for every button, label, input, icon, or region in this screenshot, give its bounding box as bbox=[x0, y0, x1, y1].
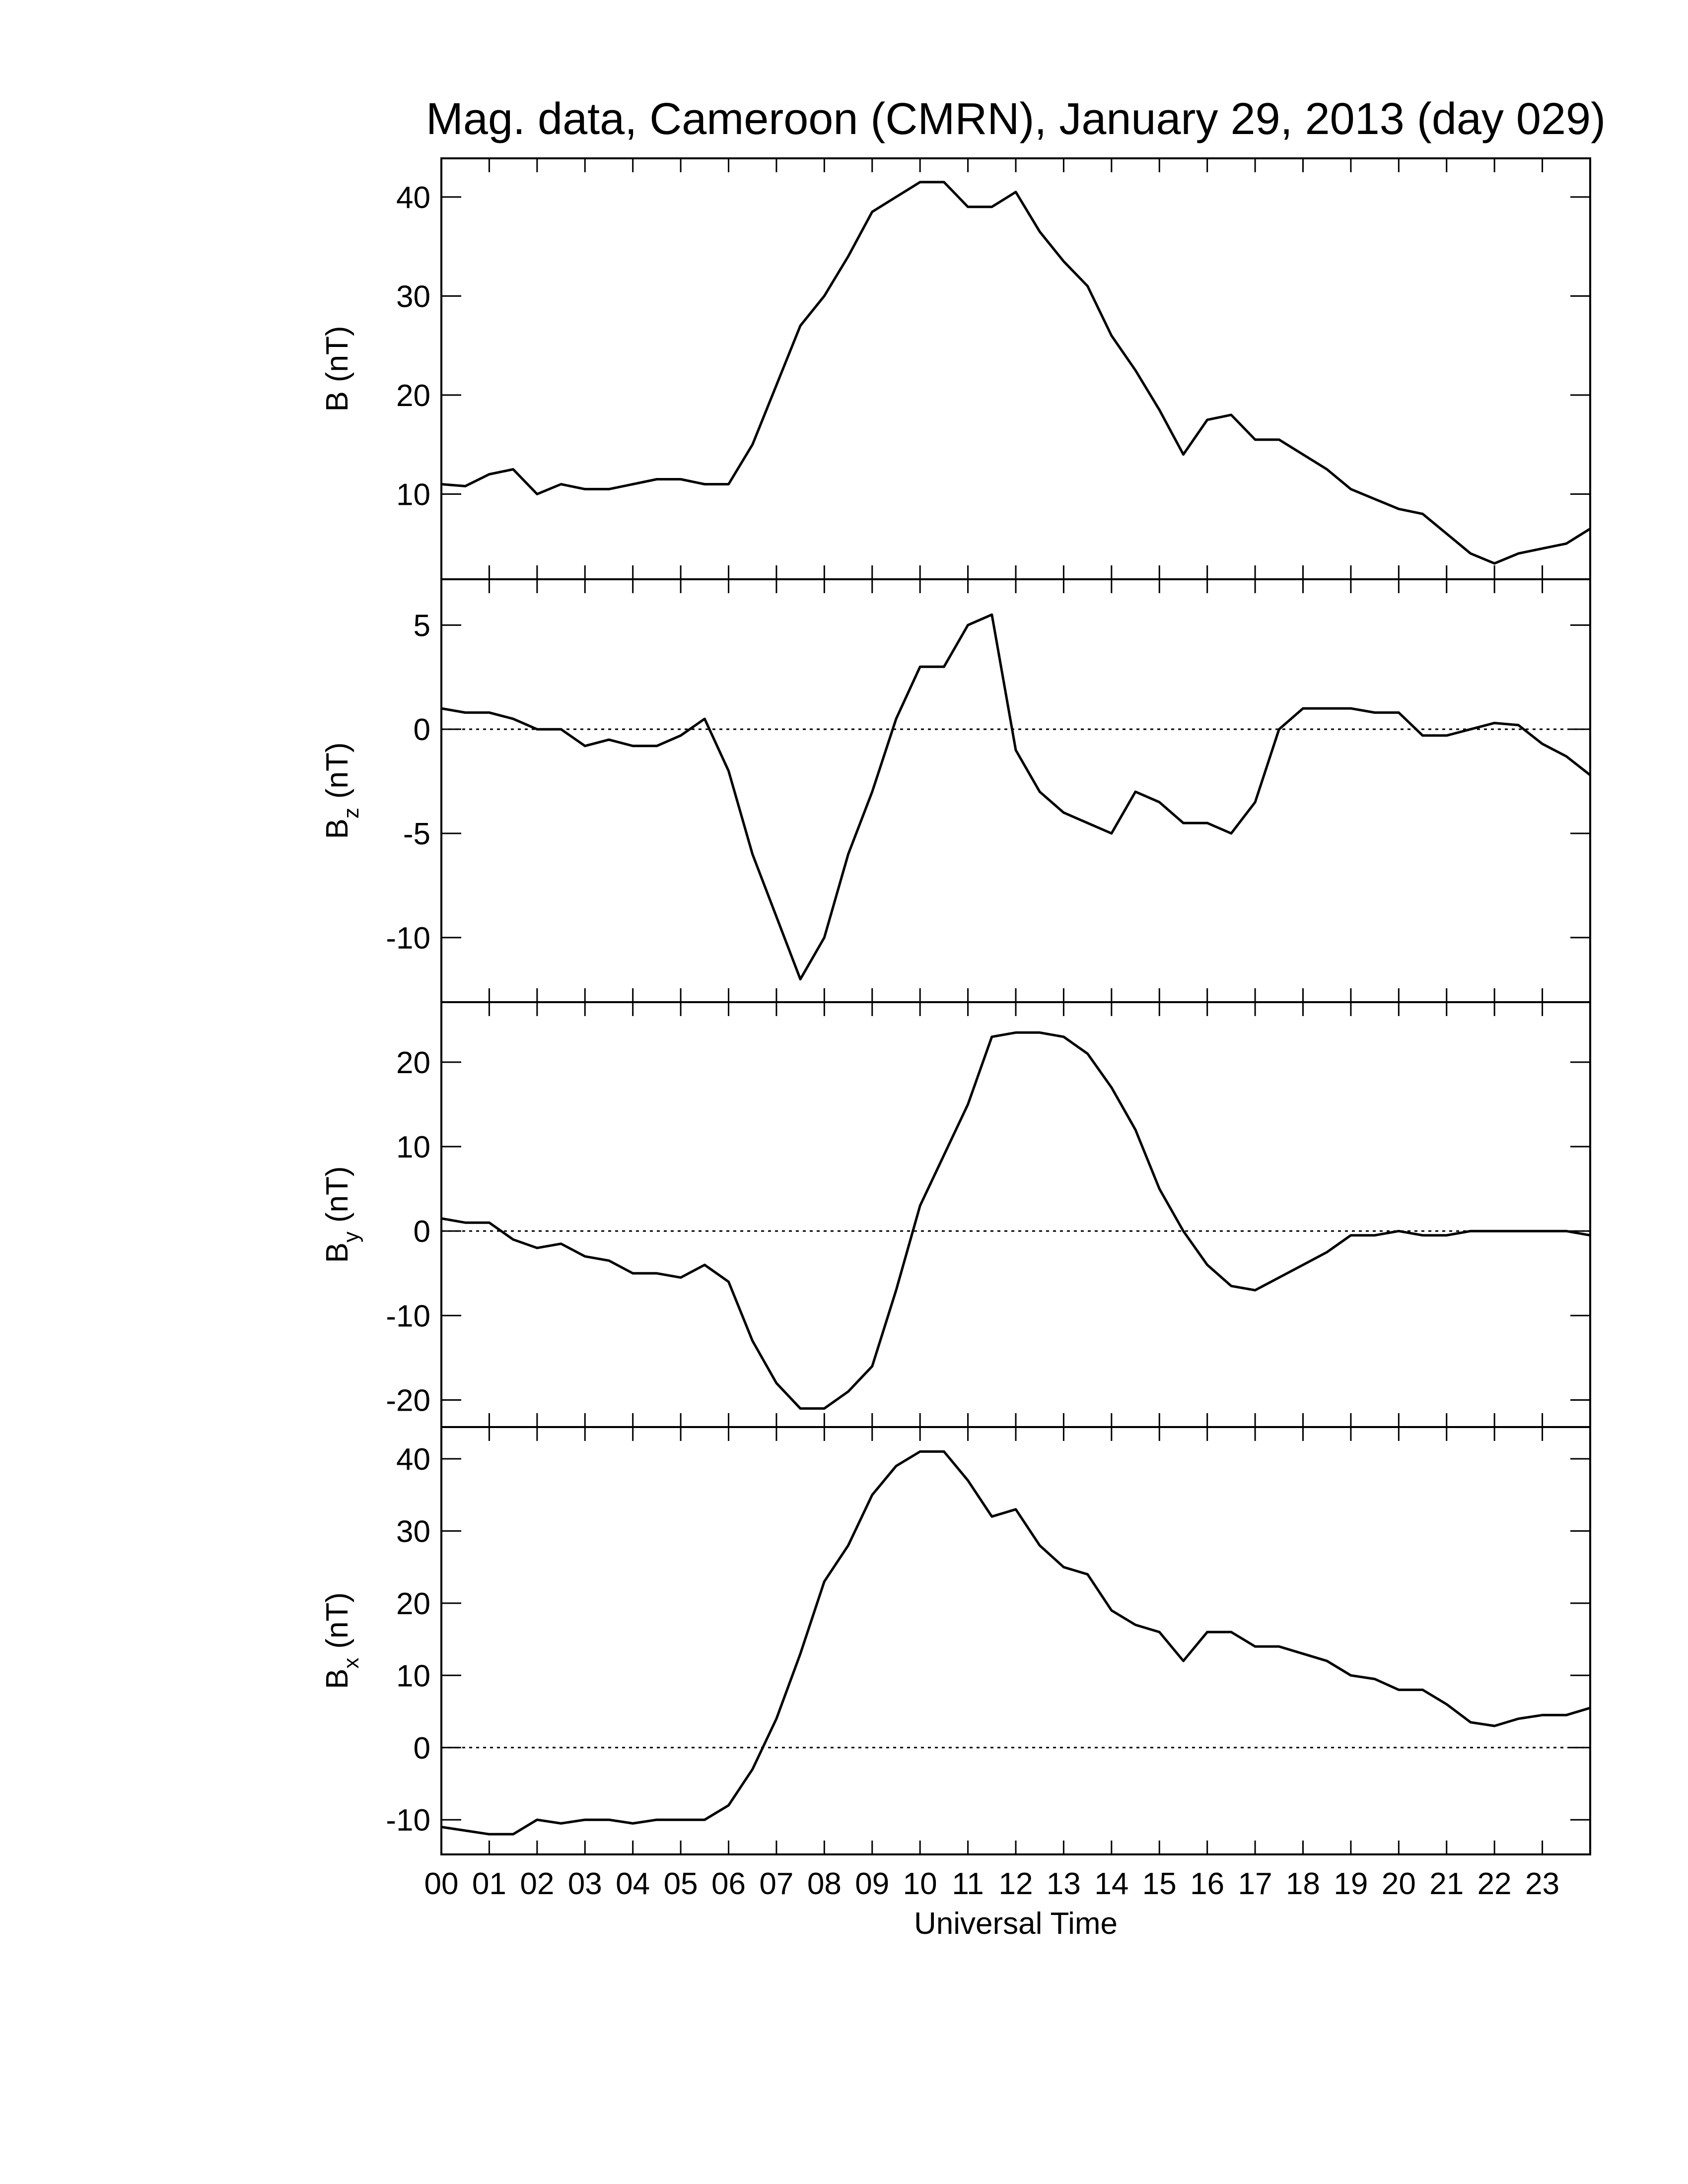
y-tick-label: 0 bbox=[414, 1215, 430, 1249]
y-tick-label: 40 bbox=[396, 181, 430, 215]
y-axis-label: B (nT) bbox=[320, 326, 354, 411]
x-tick-label: 04 bbox=[616, 1867, 650, 1901]
x-tick-label: 18 bbox=[1286, 1867, 1320, 1901]
y-axis-label: By (nT) bbox=[320, 1166, 363, 1263]
x-tick-label: 14 bbox=[1094, 1867, 1128, 1901]
plot-frame bbox=[440, 1001, 1591, 1428]
y-tick-label: -5 bbox=[403, 817, 430, 851]
x-tick-label: 09 bbox=[855, 1867, 889, 1901]
y-tick-label: 5 bbox=[414, 609, 430, 643]
y-tick-label: 10 bbox=[396, 1659, 430, 1693]
x-tick-label: 07 bbox=[759, 1867, 793, 1901]
x-tick-label: 21 bbox=[1429, 1867, 1464, 1901]
y-tick-label: -10 bbox=[386, 1803, 430, 1838]
x-tick-label: 08 bbox=[807, 1867, 842, 1901]
x-tick-label: 16 bbox=[1190, 1867, 1224, 1901]
y-axis-label-unit: (nT) bbox=[320, 742, 354, 799]
x-tick-label: 11 bbox=[952, 1867, 984, 1901]
x-tick-label: 03 bbox=[568, 1867, 602, 1901]
plot-frame bbox=[440, 1426, 1591, 1855]
data-line bbox=[441, 613, 1591, 981]
y-tick-label: 10 bbox=[396, 478, 430, 512]
x-tick-label: 05 bbox=[664, 1867, 698, 1901]
x-tick-label: 17 bbox=[1238, 1867, 1272, 1901]
y-tick-label: -10 bbox=[386, 1299, 430, 1333]
y-axis-label-unit: (nT) bbox=[320, 1166, 354, 1223]
x-tick-label: 12 bbox=[999, 1867, 1033, 1901]
plot-frame bbox=[440, 578, 1591, 1003]
x-tick-label: 19 bbox=[1334, 1867, 1368, 1901]
y-axis-label-unit: (nT) bbox=[320, 1592, 354, 1649]
y-tick-label: 0 bbox=[414, 713, 430, 747]
y-tick-label: 20 bbox=[396, 1046, 430, 1080]
x-tick-label: 13 bbox=[1047, 1867, 1081, 1901]
y-tick-label: 20 bbox=[396, 379, 430, 413]
y-axis-label-subscript: z bbox=[339, 808, 363, 819]
y-axis-label-subscript: x bbox=[339, 1658, 363, 1669]
data-line bbox=[441, 181, 1591, 565]
y-tick-label: -10 bbox=[386, 921, 430, 956]
y-axis-label-unit: (nT) bbox=[320, 326, 354, 382]
y-tick-label: 30 bbox=[396, 1514, 430, 1549]
x-tick-label: 02 bbox=[520, 1867, 554, 1901]
x-tick-label: 01 bbox=[472, 1867, 506, 1901]
x-tick-label: 00 bbox=[424, 1867, 459, 1901]
y-axis-label: Bz (nT) bbox=[320, 742, 363, 839]
y-tick-label: 10 bbox=[396, 1130, 430, 1164]
x-axis-label: Universal Time bbox=[914, 1907, 1118, 1941]
y-axis-label-base: B bbox=[320, 819, 354, 839]
y-tick-label: 0 bbox=[414, 1731, 430, 1766]
data-line bbox=[441, 1450, 1591, 1836]
x-tick-label: 20 bbox=[1382, 1867, 1416, 1901]
y-axis-label-base: B bbox=[320, 391, 354, 411]
y-axis-label-base: B bbox=[320, 1242, 354, 1263]
y-tick-label: 30 bbox=[396, 279, 430, 314]
y-axis-label-subscript: y bbox=[339, 1231, 363, 1242]
y-tick-label: 20 bbox=[396, 1587, 430, 1621]
y-tick-label: 40 bbox=[396, 1442, 430, 1477]
x-tick-label: 15 bbox=[1142, 1867, 1177, 1901]
y-tick-label: -20 bbox=[386, 1384, 430, 1418]
x-tick-label: 10 bbox=[903, 1867, 937, 1901]
x-tick-label: 23 bbox=[1525, 1867, 1559, 1901]
data-line bbox=[441, 1031, 1591, 1410]
x-tick-label: 06 bbox=[711, 1867, 746, 1901]
y-axis-label-base: B bbox=[320, 1669, 354, 1689]
y-axis-label: Bx (nT) bbox=[320, 1592, 363, 1689]
x-tick-label: 22 bbox=[1477, 1867, 1512, 1901]
chart-title: Mag. data, Cameroon (CMRN), January 29, … bbox=[426, 94, 1606, 144]
plot-frame bbox=[440, 157, 1591, 580]
